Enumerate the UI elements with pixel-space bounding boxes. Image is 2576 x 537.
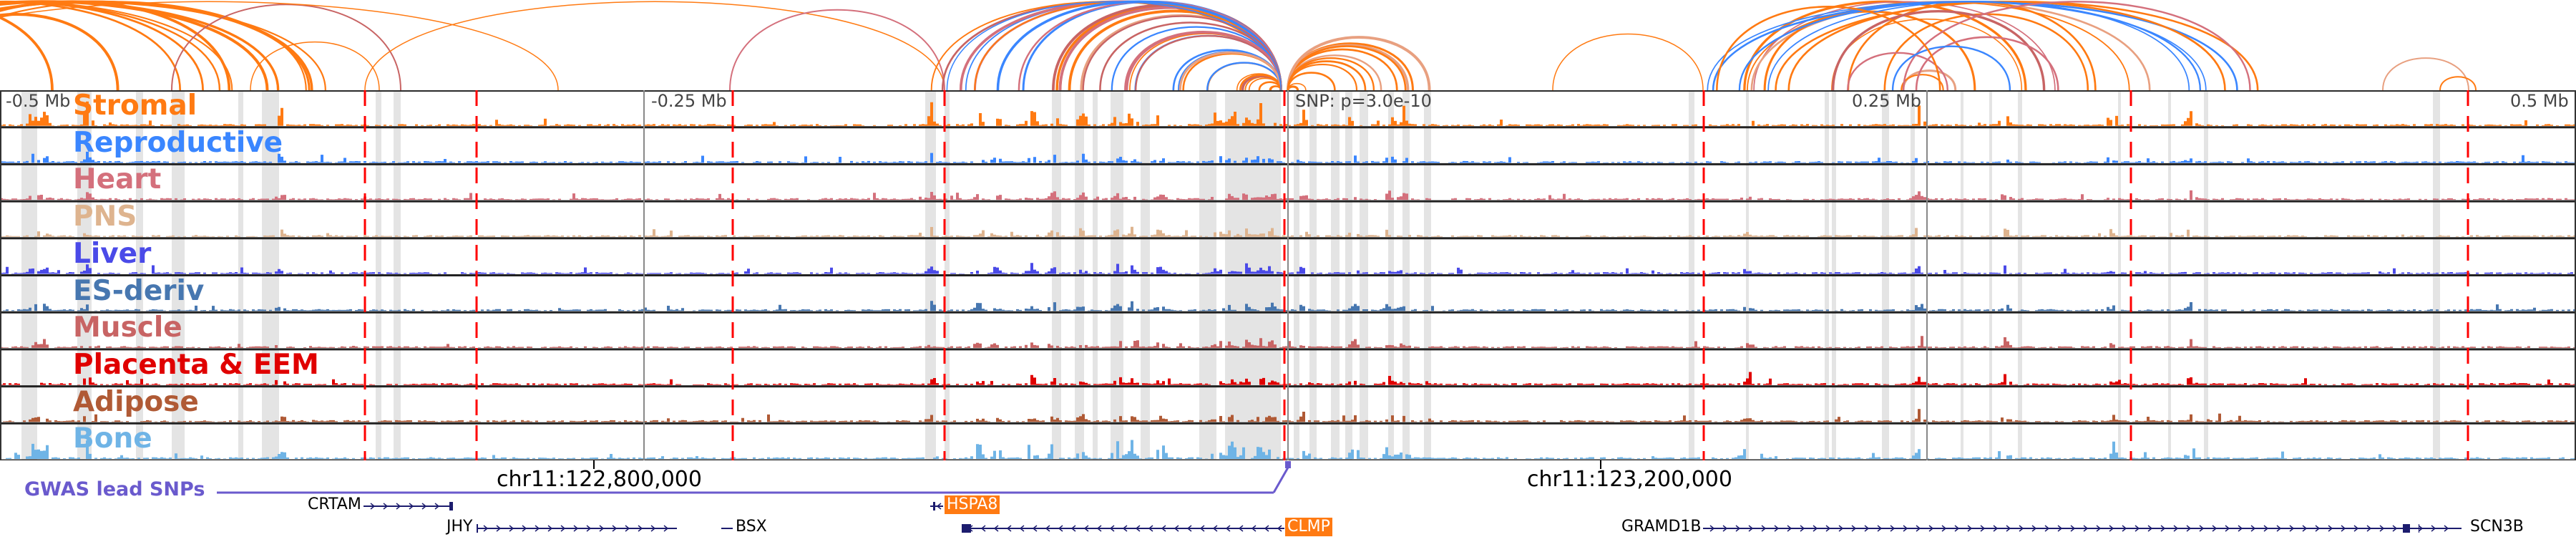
loop-arc xyxy=(0,16,54,90)
loop-arc xyxy=(1767,1,2190,90)
loop-arc xyxy=(0,1,307,90)
axis-tick-label: -0.25 Mb xyxy=(651,91,727,111)
loop-arc xyxy=(2382,57,2469,90)
loop-arc xyxy=(1902,69,1957,90)
loop-arc xyxy=(1891,45,2011,90)
signal-tracks xyxy=(0,90,2576,460)
signal-track-1 xyxy=(0,151,2576,163)
signal-track-2 xyxy=(0,190,2576,200)
gene-model-gramd1b[interactable] xyxy=(1703,524,2462,533)
loop-arc xyxy=(2439,76,2477,90)
coordinate-label: chr11:122,800,000 xyxy=(497,467,702,492)
loop-arc xyxy=(1552,33,1704,90)
loop-arc xyxy=(1716,6,1941,90)
signal-track-8 xyxy=(3,409,2576,422)
loop-arc xyxy=(1831,10,2046,90)
snp-label: SNP: p=3.0e-10 xyxy=(1295,91,1432,111)
loop-arc xyxy=(0,0,311,90)
loop-arc xyxy=(0,1,559,90)
loop-arc xyxy=(1287,57,1375,90)
gene-label-scn3b[interactable]: SCN3B xyxy=(2470,518,2524,536)
loop-arc xyxy=(1082,15,1282,90)
coordinate-label: chr11:123,200,000 xyxy=(1527,467,1732,492)
loop-arc xyxy=(1901,74,1944,90)
loop-arc xyxy=(0,0,280,90)
loop-arc xyxy=(364,1,945,90)
gene-label-hspa8[interactable]: HSPA8 xyxy=(945,495,1000,514)
gwas-connector xyxy=(1272,467,1289,493)
loop-arc xyxy=(171,4,401,90)
signal-track-5 xyxy=(3,301,2576,311)
loop-arc xyxy=(1126,32,1282,90)
gene-model-hspa8[interactable] xyxy=(930,502,943,511)
gene-label-clmp[interactable]: CLMP xyxy=(1285,518,1332,536)
axis-tick-label: -0.5 Mb xyxy=(6,91,71,111)
loop-arc xyxy=(729,9,945,90)
loop-arc xyxy=(1179,51,1282,90)
gwas-track-label: GWAS lead SNPs xyxy=(24,478,205,500)
gene-label-gramd1b[interactable]: GRAMD1B xyxy=(1621,518,1702,536)
gene-label-crtam[interactable]: CRTAM xyxy=(308,495,361,513)
chromatin-loop-arcs xyxy=(0,0,2477,90)
gwas-snp-marker[interactable] xyxy=(1285,461,1291,468)
gene-label-jhy[interactable]: JHY xyxy=(447,518,473,536)
signal-track-4 xyxy=(0,263,2573,274)
signal-track-9 xyxy=(6,440,2576,459)
loop-arc xyxy=(0,1,182,90)
gene-model-crtam[interactable] xyxy=(364,502,453,511)
axis-tick-label: 0.25 Mb xyxy=(1852,91,1922,111)
track-frame xyxy=(0,90,2576,460)
loop-arc xyxy=(0,13,119,90)
loop-arc xyxy=(1753,1,2056,90)
loop-arc xyxy=(1052,4,1282,90)
gene-model-clmp[interactable] xyxy=(962,524,1284,533)
loop-arc xyxy=(250,42,380,90)
loop-arc xyxy=(1902,1,2251,90)
gene-annotation-area xyxy=(217,460,2462,533)
loop-arc xyxy=(1846,52,1948,90)
loop-arc xyxy=(1258,81,1282,90)
loop-arc xyxy=(1915,36,2059,90)
loop-arc xyxy=(946,1,1282,90)
gene-label-bsx[interactable]: BSX xyxy=(736,518,767,536)
axis-tick-label: 0.5 Mb xyxy=(2510,91,2569,111)
gene-model-jhy[interactable] xyxy=(477,524,677,533)
loop-arc xyxy=(1287,36,1431,90)
loop-arc xyxy=(0,1,268,90)
